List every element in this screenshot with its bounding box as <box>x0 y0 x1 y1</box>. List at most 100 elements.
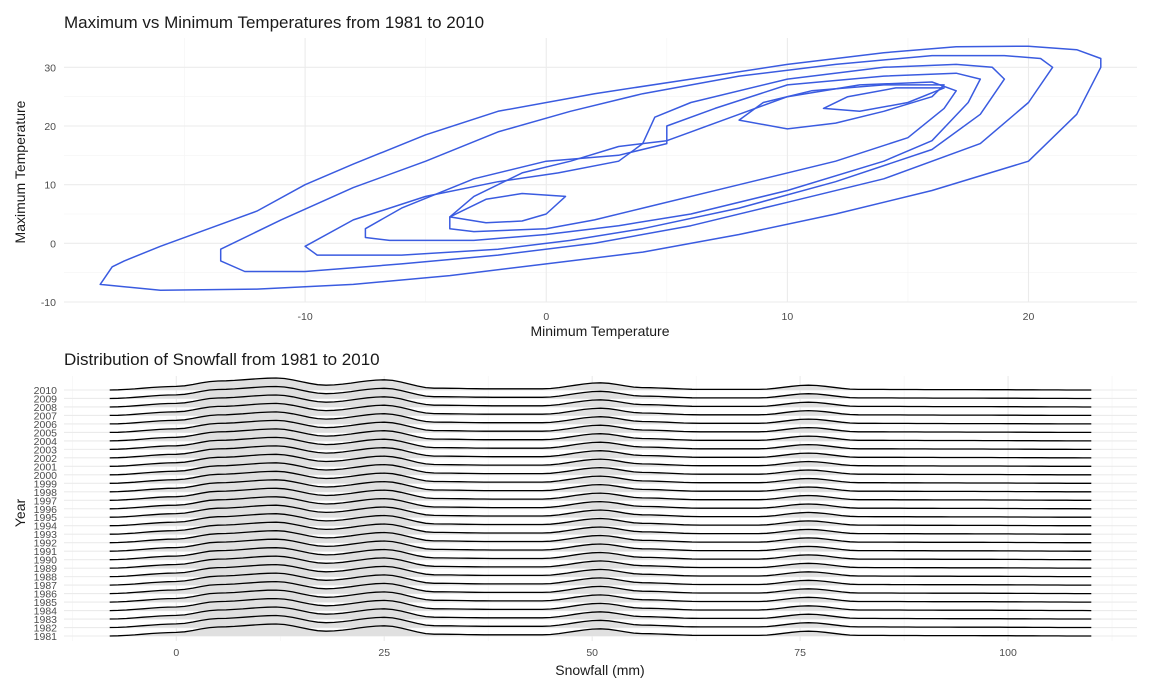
ridge-line-2006 <box>109 411 1092 425</box>
ridge-2008 <box>109 394 1092 408</box>
ridge-line-1983 <box>109 606 1092 620</box>
ridge-fill-1994 <box>109 513 1092 526</box>
ridge-line-2009 <box>109 385 1092 400</box>
ridge-line-1999 <box>109 470 1092 484</box>
contour-y-axis-title: Maximum Temperature <box>12 100 28 243</box>
ridge-1993 <box>109 521 1092 535</box>
ridgeline-y-tick-label: 2009 <box>34 393 58 405</box>
ridgeline-y-tick-label: 1992 <box>34 538 58 550</box>
ridge-line-2005 <box>109 419 1092 434</box>
ridgeline-y-tick-label: 1984 <box>34 606 58 618</box>
ridgeline-y-tick-label: 1991 <box>34 546 58 558</box>
ridge-fill-2005 <box>109 420 1092 433</box>
ridge-line-1997 <box>109 487 1092 501</box>
ridge-fill-1981 <box>109 624 1092 636</box>
ridge-fill-1991 <box>109 539 1092 552</box>
ridge-1988 <box>109 563 1092 578</box>
contour-y-tick-label: 0 <box>50 238 56 250</box>
ridge-line-1986 <box>109 580 1092 595</box>
ridge-fill-2000 <box>109 462 1092 475</box>
ridge-1989 <box>109 555 1092 569</box>
ridgeline-y-tick-label: 2005 <box>34 427 58 439</box>
contour-x-tick-label: 0 <box>543 311 549 323</box>
ridgeline-y-tick-label: 2001 <box>34 461 58 473</box>
ridgeline-y-tick-label: 2000 <box>34 470 58 482</box>
ridge-fill-2008 <box>109 395 1092 407</box>
ridge-2006 <box>109 411 1092 425</box>
contour-y-tick-label: -10 <box>41 297 56 309</box>
ridge-line-1984 <box>109 597 1092 612</box>
ridge-1982 <box>109 614 1092 629</box>
ridge-1995 <box>109 504 1092 518</box>
ridgeline-y-tick-label: 1997 <box>34 495 58 507</box>
contour-line-2 <box>219 54 1054 273</box>
ridge-line-2010 <box>109 377 1092 391</box>
ridge-line-2007 <box>109 402 1092 417</box>
ridge-fill-2007 <box>109 403 1092 416</box>
ridgeline-x-tick-label: 100 <box>999 647 1017 659</box>
ridge-fill-2006 <box>109 411 1092 424</box>
contour-x-axis-title: Minimum Temperature <box>530 323 669 339</box>
ridge-1994 <box>109 513 1092 527</box>
ridge-fill-1995 <box>109 505 1092 518</box>
ridge-line-2008 <box>109 394 1092 408</box>
ridge-2003 <box>109 436 1092 451</box>
contour-line-3 <box>304 63 1006 256</box>
contour-panel: -10 0 10 20 -10 0 10 20 30 Maximum vs Minimum T… <box>12 13 1137 339</box>
ridge-fill-1998 <box>109 479 1092 492</box>
ridge-fill-1992 <box>109 530 1092 543</box>
ridgeline-y-tick-label: 2008 <box>34 402 58 414</box>
ridge-2007 <box>109 402 1092 417</box>
ridgeline-y-tick-label: 1999 <box>34 478 58 490</box>
ridgeline-y-tick-label: 1986 <box>34 589 58 601</box>
ridgeline-title: Distribution of Snowfall from 1981 to 20… <box>64 350 380 369</box>
ridge-fill-1988 <box>109 564 1092 577</box>
ridge-line-1991 <box>109 538 1092 552</box>
contour-y-tick-label: 20 <box>44 121 56 133</box>
contour-line-5 <box>449 81 957 233</box>
ridge-fill-1996 <box>109 496 1092 509</box>
ridge-1992 <box>109 530 1092 544</box>
ridge-fill-1993 <box>109 522 1092 535</box>
ridge-fill-1985 <box>109 590 1092 603</box>
contour-line-8 <box>822 87 945 113</box>
ridgeline-x-tick-label: 0 <box>173 647 179 659</box>
contour-lines <box>99 45 1102 292</box>
ridgeline-y-tick-label: 1990 <box>34 555 58 567</box>
ridge-2009 <box>109 385 1092 400</box>
ridge-line-1981 <box>109 623 1092 637</box>
contour-grid <box>64 38 1137 303</box>
ridge-line-2002 <box>109 445 1092 459</box>
ridge-fill-1989 <box>109 556 1092 569</box>
contour-line-1 <box>99 45 1102 292</box>
contour-y-tick-label: 30 <box>44 62 56 74</box>
ridgeline-y-tick-label: 1981 <box>34 631 58 643</box>
ridge-fill-1982 <box>109 615 1092 628</box>
ridgeline-y-tick-label: 2006 <box>34 419 58 431</box>
ridge-line-1994 <box>109 513 1092 527</box>
ridgeline-x-tick-label: 75 <box>794 647 806 659</box>
ridge-line-1990 <box>109 547 1092 561</box>
ridgeline-y-tick-label: 1993 <box>34 529 58 541</box>
ridge-line-1988 <box>109 563 1092 578</box>
ridgeline-y-tick-label: 2007 <box>34 410 58 422</box>
ridgeline-y-tick-label: 1998 <box>34 487 58 499</box>
ridge-fill-2003 <box>109 437 1092 450</box>
ridge-1984 <box>109 597 1092 612</box>
ridge-fill-2004 <box>109 428 1092 441</box>
ridge-1981 <box>109 623 1092 637</box>
contour-title: Maximum vs Minimum Temperatures from 198… <box>64 13 484 32</box>
ridgeline-y-tick-label: 1996 <box>34 504 58 516</box>
ridge-line-2004 <box>109 428 1092 442</box>
ridgeline-y-tick-label: 1987 <box>34 580 58 592</box>
ridge-fill-1999 <box>109 471 1092 484</box>
ridgeline-y-tick-label: 1988 <box>34 572 58 584</box>
ridge-2010 <box>109 377 1092 391</box>
ridgeline-x-tick-label: 50 <box>586 647 598 659</box>
ridge-line-2000 <box>109 462 1092 476</box>
ridge-line-1982 <box>109 614 1092 629</box>
contour-y-ticks: -10 0 10 20 30 <box>41 62 56 309</box>
contour-y-tick-label: 10 <box>44 180 56 192</box>
ridge-1986 <box>109 580 1092 595</box>
